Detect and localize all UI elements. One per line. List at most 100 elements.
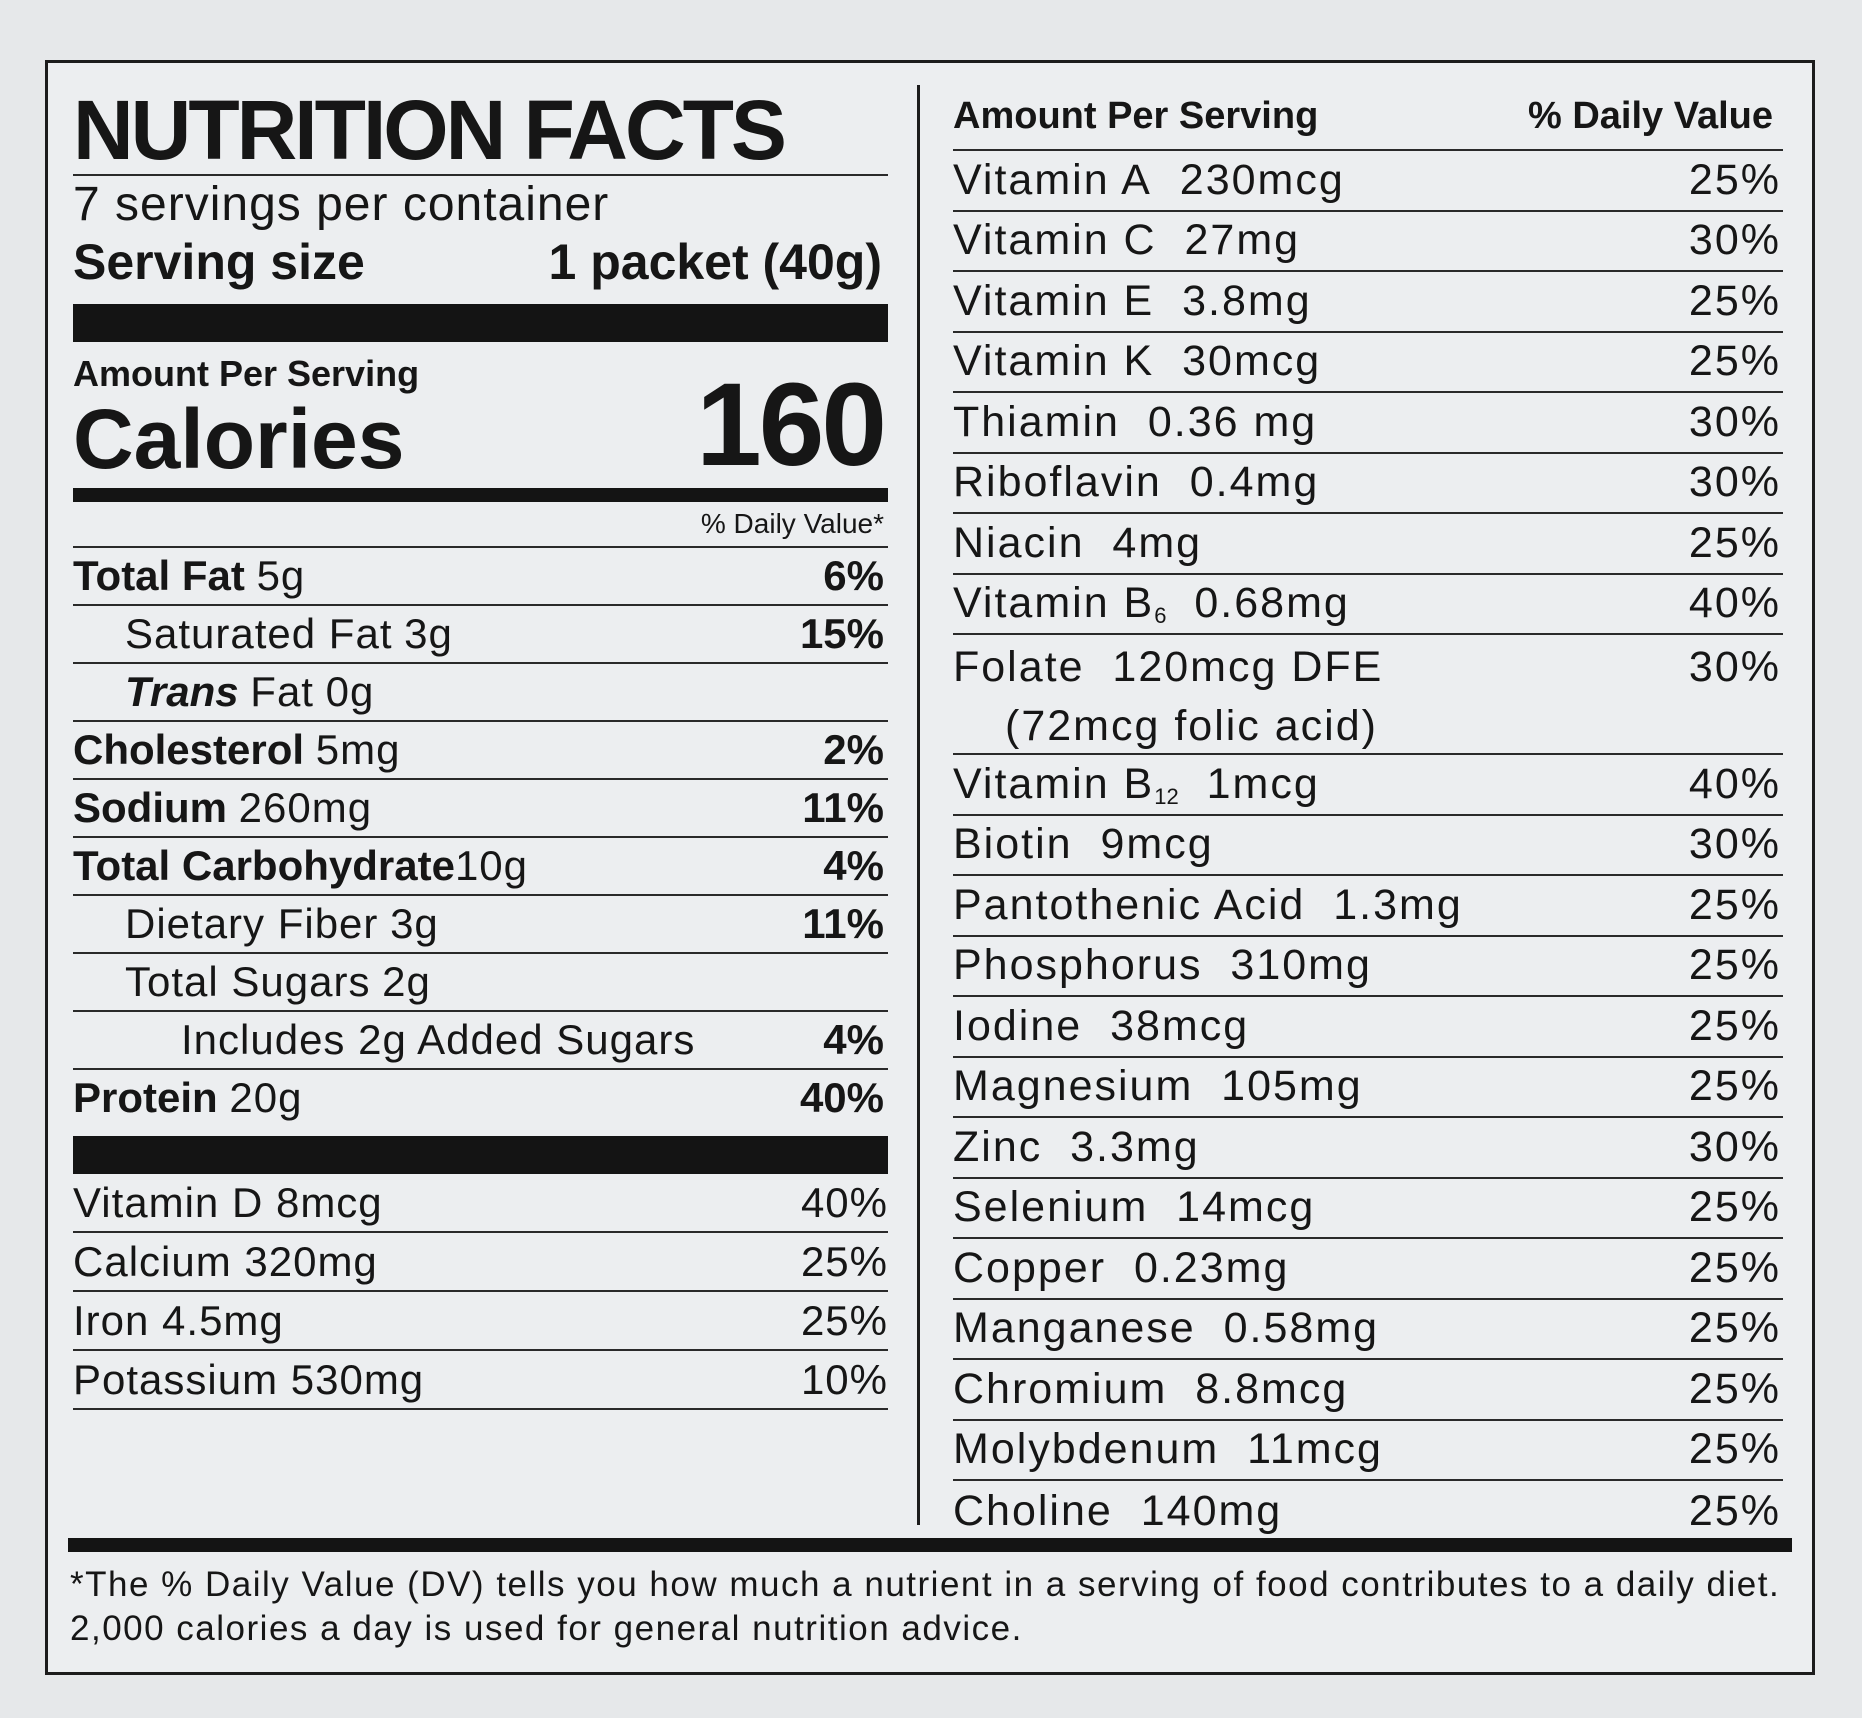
vitamin-label: Magnesium 105mg bbox=[953, 1062, 1363, 1111]
nutrient-dv: 6% bbox=[823, 552, 884, 599]
nutrient-row-added-sugars: Includes 2g Added Sugars 4% bbox=[73, 1010, 888, 1068]
mineral-label: Calcium 320mg bbox=[73, 1237, 378, 1285]
vitamin-name: Pantothenic Acid bbox=[953, 880, 1306, 929]
vitamin-row: Biotin 9mcg 30% bbox=[953, 816, 1783, 876]
calories-label: Calories bbox=[73, 392, 405, 486]
nutrient-row-trans-fat: Trans Fat 0g bbox=[73, 662, 888, 720]
vitamin-label: Selenium 14mcg bbox=[953, 1183, 1315, 1232]
nutrient-row-sodium: Sodium 260mg 11% bbox=[73, 778, 888, 836]
vitamin-amount: 11mcg bbox=[1247, 1425, 1383, 1474]
vitamin-label: Manganese 0.58mg bbox=[953, 1304, 1379, 1353]
calories-row: Calories 160 bbox=[73, 366, 888, 486]
vitamin-dv: 30% bbox=[1688, 216, 1781, 265]
vitamin-row: Niacin 4mg 25% bbox=[953, 514, 1783, 575]
vitamin-amount: 3.3mg bbox=[1070, 1122, 1200, 1171]
vitamin-label: Vitamin K 30mcg bbox=[953, 337, 1321, 386]
vitamin-name: Choline bbox=[953, 1486, 1113, 1535]
label-title: NUTRITION FACTS bbox=[73, 83, 787, 177]
vitamin-name: Vitamin A bbox=[953, 155, 1152, 204]
calories-value: 160 bbox=[696, 359, 887, 491]
vitamin-dv: 25% bbox=[1688, 1001, 1781, 1050]
vitamin-amount: 3.8mg bbox=[1182, 276, 1312, 325]
vitamin-line: Vitamin C 27mg bbox=[953, 216, 1300, 265]
column-divider bbox=[917, 85, 920, 1525]
vitamin-dv: 25% bbox=[1688, 1304, 1781, 1353]
vitamin-line: Chromium 8.8mcg bbox=[953, 1365, 1348, 1414]
vitamin-amount: 9mcg bbox=[1100, 820, 1214, 869]
vitamin-amount: 0.4mg bbox=[1189, 458, 1320, 507]
vitamin-dv: 40% bbox=[1688, 759, 1781, 808]
vitamin-label: Chromium 8.8mcg bbox=[953, 1365, 1348, 1414]
vitamin-label: Niacin 4mg bbox=[953, 519, 1202, 568]
vitamin-row: Selenium 14mcg 25% bbox=[953, 1179, 1783, 1239]
nutrient-row-dietary-fiber: Dietary Fiber 3g 11% bbox=[73, 894, 888, 952]
vitamin-label: Riboflavin 0.4mg bbox=[953, 458, 1319, 507]
serving-size-value: 1 packet (40g) bbox=[548, 234, 882, 290]
vitamin-name: Vitamin C bbox=[953, 216, 1157, 265]
nutrient-dv: 15% bbox=[799, 610, 884, 657]
vitamin-amount: 0.23mg bbox=[1133, 1243, 1290, 1292]
vitamin-line: Copper 0.23mg bbox=[953, 1244, 1289, 1293]
nutrient-row-total-fat: Total Fat 5g 6% bbox=[73, 546, 888, 604]
nutrient-name: Total Sugars bbox=[125, 958, 371, 1005]
left-column: NUTRITION FACTS 7 servings per container… bbox=[73, 88, 888, 1410]
mineral-row-vitamin-d: Vitamin D 8mcg 40% bbox=[73, 1174, 888, 1233]
vitamin-row: Manganese 0.58mg 25% bbox=[953, 1300, 1783, 1360]
vitamin-name: Vitamin K bbox=[953, 337, 1155, 386]
mineral-row-potassium: Potassium 530mg 10% bbox=[73, 1351, 888, 1410]
vitamin-label: Vitamin C 27mg bbox=[953, 216, 1300, 265]
nutrient-dv: 2% bbox=[823, 726, 884, 773]
vitamin-row: Molybdenum 11mcg 25% bbox=[953, 1421, 1783, 1481]
vitamin-line: Vitamin B12 1mcg bbox=[953, 760, 1320, 809]
vitamin-line: Molybdenum 11mcg bbox=[953, 1425, 1383, 1474]
mineral-row-iron: Iron 4.5mg 25% bbox=[73, 1292, 888, 1351]
nutrient-amount: 5mg bbox=[315, 726, 401, 773]
nutrient-name: Saturated Fat bbox=[125, 610, 393, 657]
right-column-header: Amount Per Serving % Daily Value bbox=[953, 85, 1783, 151]
vitamin-row: Folate 120mcg DFE (72mcg folic acid) 30% bbox=[953, 635, 1783, 755]
mineral-label: Vitamin D 8mcg bbox=[73, 1178, 383, 1226]
nutrient-name: Total Carbohydrate bbox=[73, 842, 455, 889]
vitamin-row: Magnesium 105mg 25% bbox=[953, 1058, 1783, 1118]
vitamin-line: Vitamin B6 0.68mg bbox=[953, 579, 1350, 628]
thick-divider bbox=[73, 304, 888, 342]
amount-per-serving-label: Amount Per Serving bbox=[73, 353, 420, 394]
vitamin-amount: 1.3mg bbox=[1333, 880, 1463, 929]
nutrient-name: Includes 2g Added Sugars bbox=[181, 1016, 696, 1063]
vitamin-name: Biotin bbox=[953, 820, 1073, 869]
vitamin-amount: 140mg bbox=[1140, 1486, 1283, 1535]
vitamin-dv: 40% bbox=[1688, 579, 1781, 628]
vitamin-dv: 30% bbox=[1688, 643, 1781, 691]
daily-value-header: % Daily Value* bbox=[700, 508, 884, 539]
nutrient-row-cholesterol: Cholesterol 5mg 2% bbox=[73, 720, 888, 778]
nutrient-dv: 4% bbox=[823, 842, 884, 889]
vitamin-name: Selenium bbox=[953, 1183, 1149, 1232]
vitamin-line: Magnesium 105mg bbox=[953, 1062, 1363, 1111]
mineral-row-calcium: Calcium 320mg 25% bbox=[73, 1233, 888, 1292]
footnote: *The % Daily Value (DV) tells you how mu… bbox=[70, 1565, 1781, 1648]
nutrient-amount: 20g bbox=[229, 1074, 303, 1121]
vitamin-dv: 25% bbox=[1688, 941, 1781, 990]
vitamin-row: Chromium 8.8mcg 25% bbox=[953, 1360, 1783, 1421]
vitamin-amount: 27mg bbox=[1184, 216, 1301, 265]
vitamin-row: Vitamin B12 1mcg 40% bbox=[953, 755, 1783, 816]
vitamin-line: Phosphorus 310mg bbox=[953, 941, 1372, 990]
vitamin-label: Pantothenic Acid 1.3mg bbox=[953, 881, 1463, 930]
vitamin-dv: 25% bbox=[1688, 276, 1781, 325]
vitamin-dv: 25% bbox=[1688, 337, 1781, 386]
vitamin-row: Phosphorus 310mg 25% bbox=[953, 937, 1783, 997]
nutrient-name: Fat bbox=[250, 668, 314, 715]
nutrient-name: Protein bbox=[73, 1074, 218, 1121]
vitamin-name: Vitamin B bbox=[953, 759, 1155, 808]
nutrient-row-total-carbohydrate: Total Carbohydrate10g 4% bbox=[73, 836, 888, 894]
nutrient-amount: 3g bbox=[404, 610, 453, 657]
nutrient-name: Dietary Fiber bbox=[125, 900, 379, 947]
serving-size-row: Serving size 1 packet (40g) bbox=[73, 234, 888, 290]
vitamin-name: Phosphorus bbox=[953, 941, 1203, 990]
vitamin-dv: 25% bbox=[1688, 1364, 1781, 1413]
vitamin-name: Iodine bbox=[953, 1001, 1083, 1050]
right-header-dv: % Daily Value bbox=[1527, 95, 1773, 137]
vitamin-amount: 230mcg bbox=[1179, 155, 1345, 204]
vitamin-name: Thiamin bbox=[953, 397, 1120, 446]
nutrient-prefix: Trans bbox=[125, 668, 239, 715]
